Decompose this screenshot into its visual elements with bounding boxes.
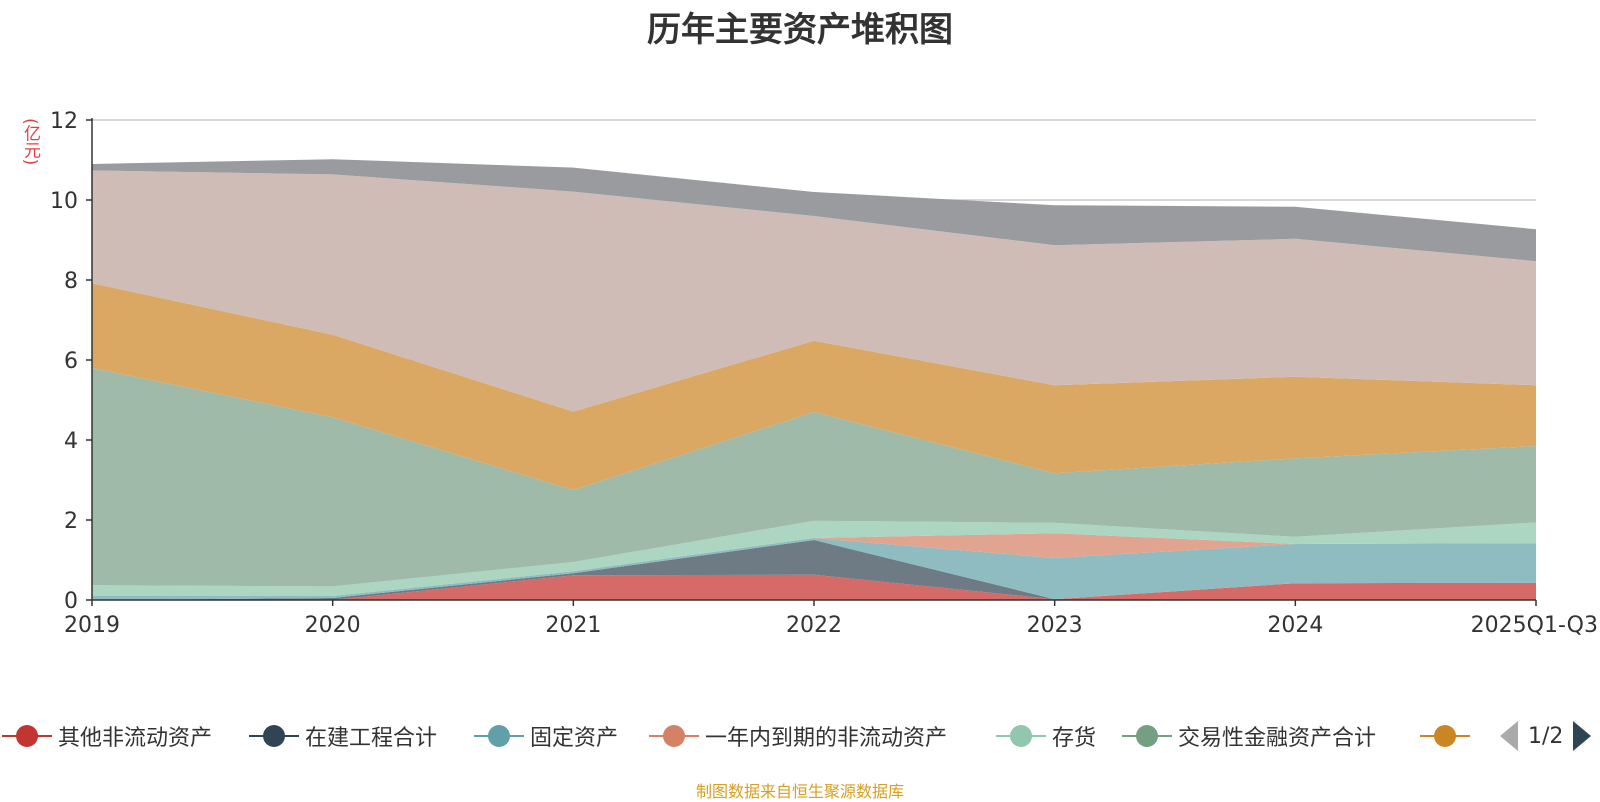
x-tick-label: 2022 xyxy=(786,613,842,638)
x-tick-label: 2024 xyxy=(1267,613,1323,638)
legend-page-indicator: 1/2 xyxy=(1528,723,1564,749)
x-tick-label: 2021 xyxy=(545,613,601,638)
area-series-1 xyxy=(92,574,1536,600)
chart-legend: 其他非流动资产 在建工程合计 固定资产 一年内到期的非流动资产 存货 交易性金融资产合计 xyxy=(0,714,1600,758)
area-series-8 xyxy=(92,170,1536,412)
y-tick-label: 8 xyxy=(64,269,78,294)
legend-label: 一年内到期的非流动资产 xyxy=(705,726,948,751)
legend-item[interactable]: 在建工程合计 xyxy=(249,714,437,758)
y-tick-label: 6 xyxy=(64,349,78,374)
legend-swatch-icon xyxy=(996,724,1046,748)
legend-item[interactable]: 固定资产 xyxy=(474,714,618,758)
legend-item[interactable]: 交易性金融资产合计 xyxy=(1122,714,1376,758)
x-tick-label: 2020 xyxy=(305,613,361,638)
legend-item[interactable] xyxy=(1420,714,1476,758)
x-tick-label: 2023 xyxy=(1027,613,1083,638)
legend-swatch-icon xyxy=(1420,724,1470,748)
y-axis-unit-label: (亿元) xyxy=(20,118,40,166)
legend-swatch-icon xyxy=(1122,724,1172,748)
legend-swatch-icon xyxy=(474,724,524,748)
area-series-6 xyxy=(92,368,1536,587)
legend-item[interactable]: 一年内到期的非流动资产 xyxy=(649,714,947,758)
y-tick-label: 0 xyxy=(64,589,78,614)
y-tick-label: 12 xyxy=(50,109,78,134)
legend-item[interactable]: 其他非流动资产 xyxy=(2,714,212,758)
legend-item[interactable]: 存货 xyxy=(996,714,1096,758)
area-series-9 xyxy=(92,159,1536,262)
source-note: 制图数据来自恒生聚源数据库 xyxy=(695,782,904,801)
legend-label: 固定资产 xyxy=(530,726,619,751)
legend-swatch-icon xyxy=(649,724,699,748)
legend-label: 在建工程合计 xyxy=(305,726,438,751)
y-tick-label: 4 xyxy=(64,429,78,454)
legend-pager: 1/2 xyxy=(1500,714,1592,758)
area-series-4 xyxy=(92,533,1536,596)
legend-label: 存货 xyxy=(1052,726,1097,751)
triangle-right-icon[interactable] xyxy=(1573,721,1592,751)
area-series-3 xyxy=(92,538,1536,600)
area-series-5 xyxy=(92,520,1536,596)
y-tick-label: 10 xyxy=(50,189,78,214)
legend-label: 其他非流动资产 xyxy=(58,726,213,751)
legend-swatch-icon xyxy=(249,724,299,748)
chart-title: 历年主要资产堆积图 xyxy=(647,10,953,50)
x-tick-label: 2019 xyxy=(64,613,120,638)
x-tick-label: 2025Q1-Q3 xyxy=(1471,613,1598,638)
legend-swatch-icon xyxy=(2,724,52,748)
legend-label: 交易性金融资产合计 xyxy=(1178,726,1377,751)
area-series-2 xyxy=(92,540,1536,600)
y-tick-label: 2 xyxy=(64,509,78,534)
triangle-left-icon[interactable] xyxy=(1500,721,1518,751)
area-series-7 xyxy=(92,283,1536,490)
